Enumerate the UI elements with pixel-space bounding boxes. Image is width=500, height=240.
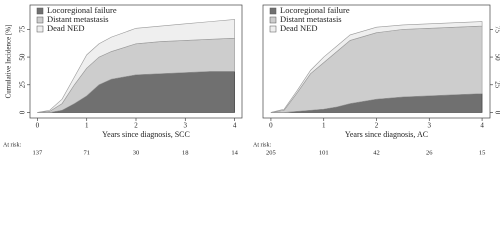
x-axis-title: Years since diagnosis, AC bbox=[345, 130, 428, 139]
y-tick-label: 75 bbox=[19, 25, 27, 33]
x-tick-label: 1 bbox=[322, 122, 326, 130]
x-axis-title: Years since diagnosis, SCC bbox=[102, 130, 190, 139]
at-risk-count: 14 bbox=[231, 149, 238, 156]
x-tick-label: 0 bbox=[269, 122, 273, 130]
at-risk-count: 15 bbox=[479, 149, 486, 156]
legend-label: Dead NED bbox=[280, 23, 318, 33]
y-tick-label: 0 bbox=[493, 111, 500, 115]
x-tick-label: 2 bbox=[375, 122, 379, 130]
x-tick-label: 2 bbox=[134, 122, 138, 130]
legend-swatch bbox=[36, 16, 44, 24]
x-tick-label: 3 bbox=[184, 122, 188, 130]
area bbox=[37, 19, 235, 113]
at-risk-count: 26 bbox=[426, 149, 433, 156]
y-tick-label: 25 bbox=[493, 81, 500, 89]
at-risk-count: 42 bbox=[373, 149, 380, 156]
at-risk-count: 137 bbox=[33, 149, 44, 156]
y-axis-title: Cumulative Incidence [%] bbox=[5, 25, 13, 99]
figure: 0 1 2 3 4 0 25 50 75 Cumulative Incidence [%] Year… bbox=[3, 4, 500, 156]
y-tick-label: 0 bbox=[19, 110, 27, 114]
legend-label: Distant metastasis bbox=[280, 14, 342, 24]
x-tick-label: 4 bbox=[480, 122, 484, 130]
legend-swatch bbox=[36, 7, 44, 15]
x-tick-label: 3 bbox=[428, 122, 432, 130]
x-tick-label: 0 bbox=[36, 122, 40, 130]
legend-label: Distant metastasis bbox=[47, 14, 109, 24]
legend-swatch bbox=[269, 25, 277, 33]
at-risk-count: 18 bbox=[182, 149, 189, 156]
at-risk-count: 101 bbox=[319, 149, 329, 156]
y-tick-label: 25 bbox=[19, 81, 27, 89]
at-risk-count: 205 bbox=[266, 149, 276, 156]
area bbox=[270, 21, 483, 113]
legend-swatch bbox=[269, 16, 277, 24]
x-tick-label: 1 bbox=[85, 122, 89, 130]
x-tick-label: 4 bbox=[233, 122, 237, 130]
legend-label: Locoregional failure bbox=[47, 5, 117, 15]
y-tick-label: 50 bbox=[19, 53, 27, 61]
y-tick-label: 75 bbox=[493, 26, 500, 34]
legend-swatch bbox=[36, 25, 44, 33]
at-risk-label: At risk: bbox=[253, 142, 272, 148]
legend-swatch bbox=[269, 7, 277, 15]
at-risk-count: 71 bbox=[83, 149, 90, 156]
at-risk-label: At risk: bbox=[3, 142, 22, 148]
legend-label: Dead NED bbox=[47, 23, 85, 33]
at-risk-count: 30 bbox=[133, 149, 140, 156]
legend-label: Locoregional failure bbox=[280, 5, 350, 15]
y-tick-label: 50 bbox=[493, 54, 500, 62]
